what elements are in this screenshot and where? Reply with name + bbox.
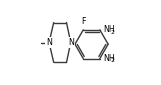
Text: NH: NH bbox=[103, 25, 115, 34]
Text: N: N bbox=[68, 38, 74, 47]
Text: N: N bbox=[46, 38, 52, 47]
Text: F: F bbox=[81, 17, 85, 26]
Text: 2: 2 bbox=[110, 30, 114, 35]
Text: NH: NH bbox=[103, 54, 115, 63]
Text: 2: 2 bbox=[110, 58, 114, 63]
